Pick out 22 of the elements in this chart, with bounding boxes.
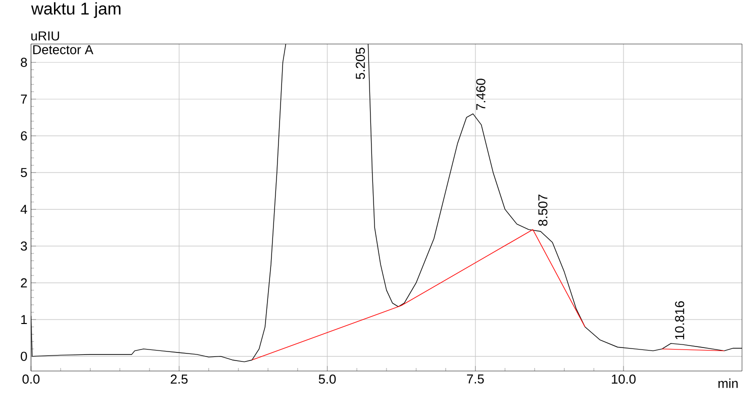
annotation: 10.816 <box>675 301 684 340</box>
y-tick-label: 1 <box>21 315 27 324</box>
y-tick-label: 5 <box>20 168 27 178</box>
y-tick-label: 4 <box>20 204 28 214</box>
annotation: Detector A <box>33 45 94 54</box>
y-axis-title: uRIU <box>31 31 60 40</box>
chart-title: waktu 1 jam <box>31 2 120 18</box>
y-tick-label: 2 <box>20 278 27 288</box>
x-tick-label: 2.5 <box>170 374 188 384</box>
annotation: 7.460 <box>476 78 486 110</box>
x-tick-label: 7.5 <box>467 374 484 384</box>
y-tick-label: 6 <box>20 131 27 140</box>
annotation: 8.507 <box>538 194 548 226</box>
x-tick-label: 0.0 <box>22 374 40 384</box>
annotation: 5.205 <box>356 48 365 80</box>
x-tick-label: 5.0 <box>318 374 336 384</box>
y-tick-label: 8 <box>20 58 27 67</box>
y-tick-label: 0 <box>20 352 27 361</box>
x-axis-title: min <box>718 378 738 388</box>
y-tick-label: 3 <box>20 241 27 251</box>
x-tick-label: 10.0 <box>612 374 636 384</box>
y-tick-label: 7 <box>20 94 27 104</box>
